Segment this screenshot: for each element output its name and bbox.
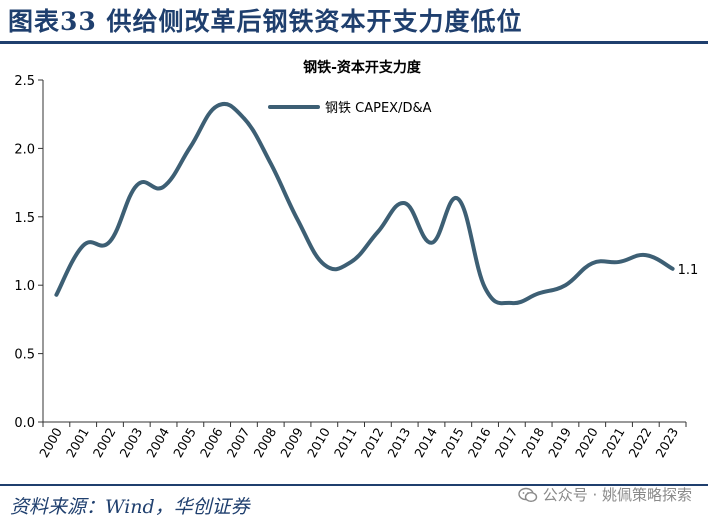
legend-label: 钢铁 CAPEX/D&A [325,101,432,116]
data-label: 1.1 [678,263,699,278]
x-tick-label: 2023 [652,425,681,460]
x-tick-label: 2006 [197,425,226,460]
y-tick-label: 2.5 [14,74,35,89]
x-tick-label: 2005 [170,425,199,460]
legend: 钢铁 CAPEX/D&A [268,101,432,116]
watermark-text: 公众号 · 姚佩策略探索 [542,486,692,504]
series-line [54,101,675,306]
x-tick-label: 2017 [492,425,521,460]
x-tick-label: 2011 [331,425,360,460]
x-tick-label: 2009 [277,425,306,460]
x-tick-label: 2003 [116,425,145,460]
wechat-icon [517,487,537,502]
plot-area: 1.1 [54,101,699,306]
x-tick-label: 2016 [465,425,494,460]
y-tick-label: 2.0 [14,142,35,157]
source-note: 资料来源：Wind，华创证券 [10,496,250,518]
figure-title: 图表33 供给侧改革后钢铁资本开支力度低位 [8,7,523,36]
x-tick-label: 2018 [518,425,547,460]
footer-rule [0,484,708,486]
y-tick-label: 0.5 [14,348,35,363]
y-tick-label: 0.0 [14,416,35,431]
x-tick-label: 2008 [250,425,279,460]
y-axis: 0.0 0.5 1.0 1.5 2.0 2.5 [14,74,43,431]
x-axis: 2000200120022003200420052006200720082009… [36,422,687,460]
x-tick-label: 2014 [411,425,440,460]
chart-title: 钢铁-资本开支力度 [303,59,422,76]
x-tick-label: 2000 [36,425,65,460]
x-tick-label: 2002 [90,425,119,460]
x-tick-label: 2015 [438,425,467,460]
x-tick-label: 2013 [384,425,413,460]
y-tick-label: 1.0 [14,279,35,294]
title-rule [0,41,708,44]
x-tick-label: 2021 [599,425,628,460]
x-tick-label: 2010 [304,425,333,460]
chart: 钢铁-资本开支力度 0.00.51.01.52.02.5 20002001200… [14,59,699,460]
y-tick-label: 1.5 [14,211,35,226]
x-tick-label: 2020 [572,425,601,460]
x-tick-label: 2022 [626,425,655,460]
x-tick-label: 2019 [545,425,574,460]
watermark: 公众号 · 姚佩策略探索 [517,484,692,505]
x-tick-label: 2001 [63,425,92,460]
x-tick-label: 2004 [143,425,172,460]
x-tick-label: 2012 [358,425,387,460]
x-tick-label: 2007 [224,425,253,460]
